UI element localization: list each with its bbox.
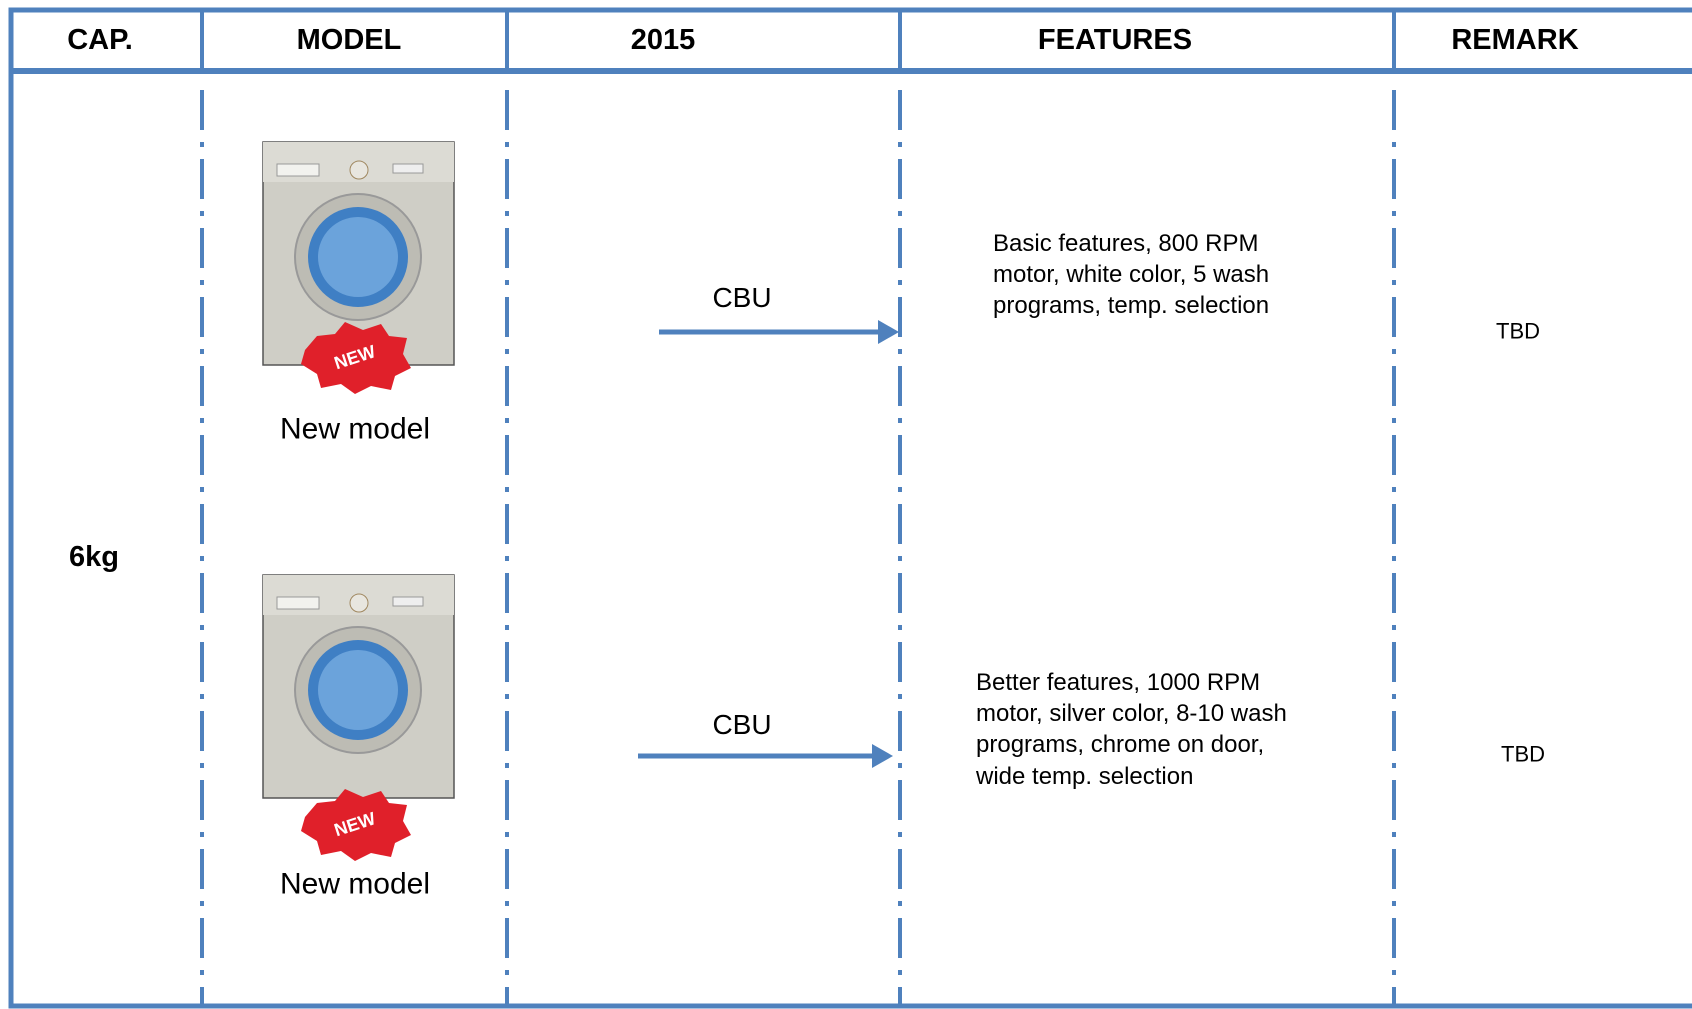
remark: TBD <box>1501 741 1545 767</box>
remark: TBD <box>1496 318 1540 344</box>
model-name: New model <box>279 867 431 901</box>
features: Better features, 1000 RPM motor, silver … <box>976 669 1287 790</box>
features: Basic features, 800 RPM motor, white col… <box>993 230 1270 320</box>
source: CBU <box>712 708 772 740</box>
header-cell: FEATURES <box>1037 24 1193 57</box>
header-cell: REMARK <box>1451 24 1579 57</box>
header-cell: MODEL <box>296 24 402 57</box>
header-cell: CAP. <box>67 24 133 57</box>
source: CBU <box>712 281 772 313</box>
model-name: New model <box>279 412 431 446</box>
header-cell: 2015 <box>630 24 696 57</box>
capacity: 6kg <box>69 541 119 574</box>
